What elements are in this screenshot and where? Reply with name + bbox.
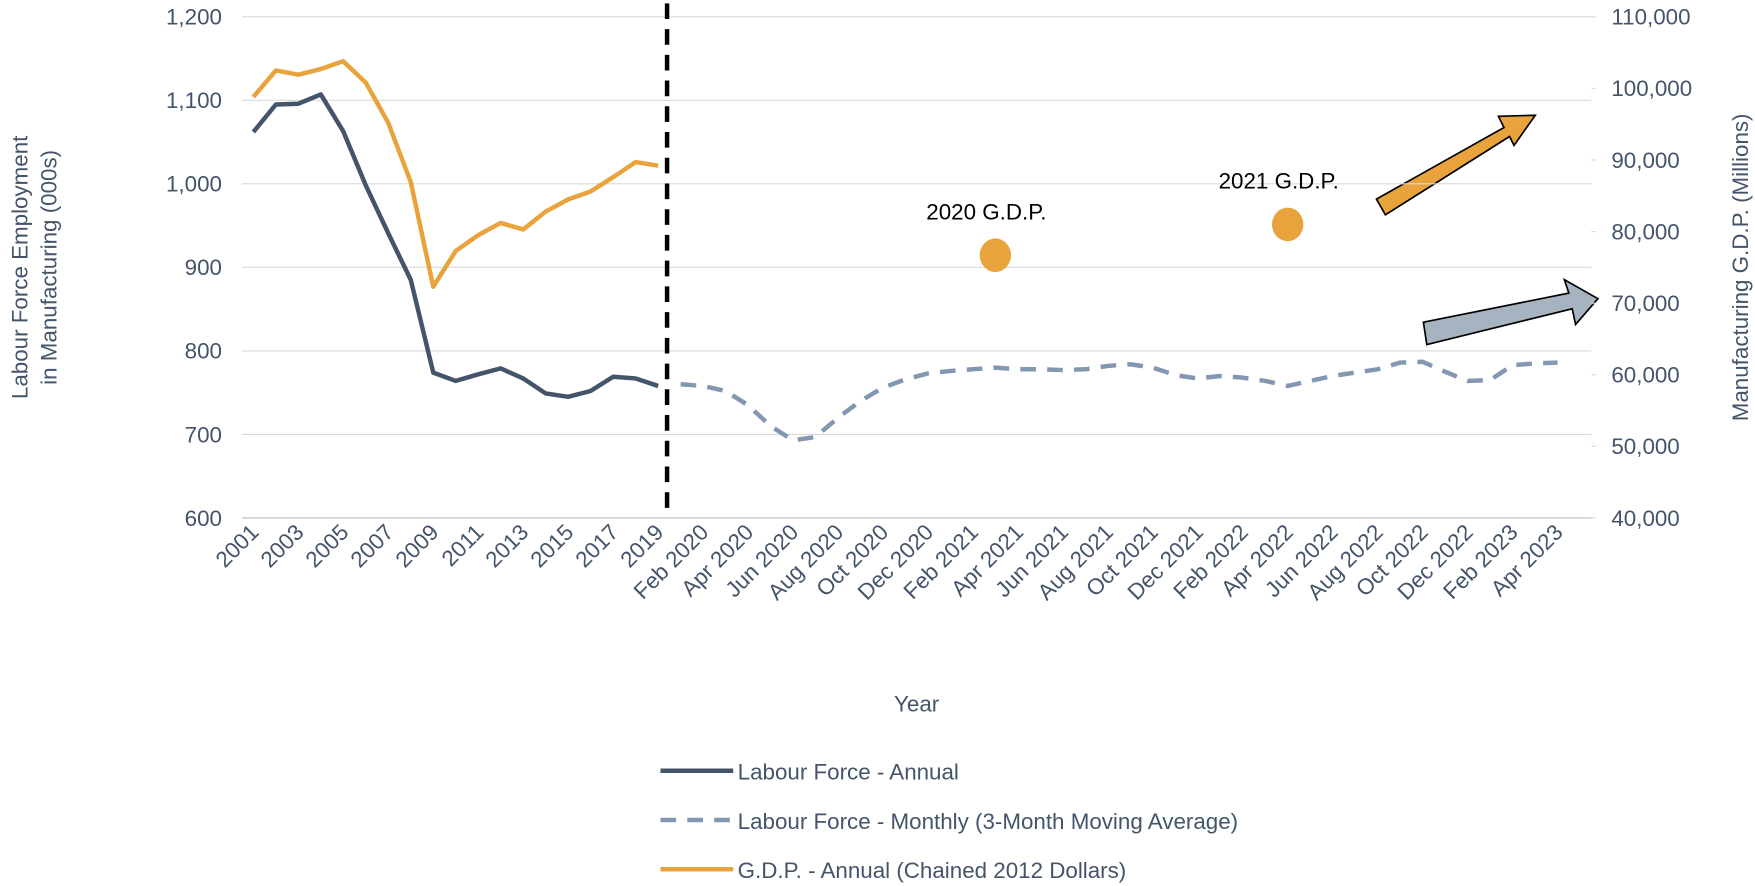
y2-axis-title: Manufacturing G.D.P. (Millions) bbox=[1728, 113, 1753, 421]
x-tick-label: 2017 bbox=[570, 519, 623, 572]
y-tick-label: 1,100 bbox=[166, 88, 222, 113]
y-tick-label: 1,000 bbox=[166, 172, 222, 197]
y2-tick-label: 80,000 bbox=[1611, 219, 1679, 244]
annotation: 2021 G.D.P. bbox=[1219, 169, 1339, 194]
y2-tick-label: 100,000 bbox=[1611, 76, 1692, 101]
y2-tick-label: 110,000 bbox=[1611, 5, 1690, 30]
y-tick-label: 600 bbox=[185, 506, 222, 531]
y2-tick-label: 60,000 bbox=[1611, 363, 1679, 388]
legend-label: Labour Force - Monthly (3-Month Moving A… bbox=[738, 809, 1238, 834]
legend-label: G.D.P. - Annual (Chained 2012 Dollars) bbox=[738, 858, 1127, 883]
y2-tick-label: 40,000 bbox=[1611, 506, 1679, 531]
series-line bbox=[251, 92, 659, 400]
x-tick-label: 2005 bbox=[301, 519, 354, 572]
series-line bbox=[680, 359, 1558, 443]
legend-label: Labour Force - Annual bbox=[738, 760, 959, 785]
y2-tick-label: 70,000 bbox=[1611, 291, 1679, 316]
y2-tick-label: 50,000 bbox=[1611, 434, 1679, 459]
x-tick-label: 2007 bbox=[346, 519, 399, 572]
series-line bbox=[251, 58, 659, 289]
x-axis-title: Year bbox=[894, 691, 940, 716]
y2-tick-label: 90,000 bbox=[1611, 148, 1679, 173]
x-tick-label: 2013 bbox=[481, 519, 534, 572]
arrow-up bbox=[1375, 114, 1537, 216]
arrow-right bbox=[1422, 277, 1600, 346]
y-axis-title: in Manufacturing (000s) bbox=[36, 150, 61, 385]
x-tick-label: 2009 bbox=[391, 519, 444, 572]
gdp-point bbox=[979, 238, 1012, 272]
x-tick-label: 2015 bbox=[526, 519, 579, 572]
y-tick-label: 700 bbox=[185, 422, 222, 447]
y-axis-title: Labour Force Employment bbox=[7, 135, 32, 399]
annotation: 2020 G.D.P. bbox=[926, 199, 1046, 224]
y-tick-label: 1,200 bbox=[166, 5, 222, 30]
x-tick-label: 2011 bbox=[437, 519, 489, 571]
arrows bbox=[1375, 114, 1600, 346]
y-tick-label: 900 bbox=[185, 255, 222, 280]
y-tick-label: 800 bbox=[185, 339, 222, 364]
x-tick-label: 2003 bbox=[256, 519, 309, 572]
gdp-point bbox=[1272, 207, 1304, 242]
